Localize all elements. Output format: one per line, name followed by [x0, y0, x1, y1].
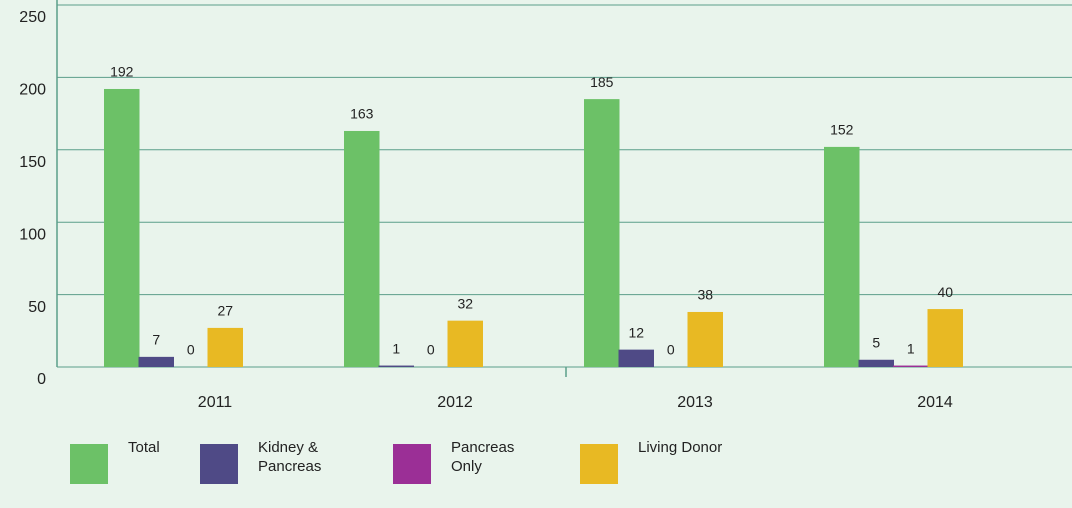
y-tick-label: 200 — [19, 82, 46, 99]
value-label: 0 — [427, 342, 435, 358]
bar — [824, 146, 860, 367]
value-label: 1 — [392, 340, 400, 356]
value-label: 7 — [152, 332, 160, 348]
x-tick-label: 2012 — [437, 394, 473, 411]
y-tick-label: 50 — [28, 299, 46, 316]
value-label: 38 — [697, 287, 713, 303]
bar — [378, 365, 414, 367]
value-label: 40 — [937, 284, 953, 300]
value-label: 192 — [110, 64, 134, 80]
value-label: 1 — [907, 340, 915, 356]
value-label: 27 — [217, 303, 233, 319]
value-label: 163 — [350, 106, 374, 122]
value-label: 12 — [628, 324, 644, 340]
bar — [104, 88, 140, 367]
y-tick-label: 250 — [19, 9, 46, 26]
bar — [687, 311, 723, 367]
x-tick-label: 2014 — [917, 394, 953, 411]
bar — [207, 327, 243, 367]
bar — [618, 349, 654, 367]
x-tick-label: 2011 — [198, 394, 233, 411]
bar — [344, 130, 380, 367]
y-tick-label: 150 — [19, 154, 46, 171]
bar — [927, 309, 963, 367]
value-label: 185 — [590, 74, 614, 90]
value-label: 0 — [667, 342, 675, 358]
bar — [584, 99, 620, 368]
y-tick-label: 100 — [19, 226, 46, 243]
x-tick-label: 2013 — [677, 394, 713, 411]
y-tick-label: 0 — [37, 371, 46, 388]
value-label: 5 — [872, 334, 880, 350]
value-label: 152 — [830, 122, 854, 138]
bar — [447, 320, 483, 367]
bar — [138, 356, 174, 367]
value-label: 0 — [187, 342, 195, 358]
bar — [858, 359, 894, 367]
bar — [893, 365, 929, 367]
value-label: 32 — [457, 295, 473, 311]
